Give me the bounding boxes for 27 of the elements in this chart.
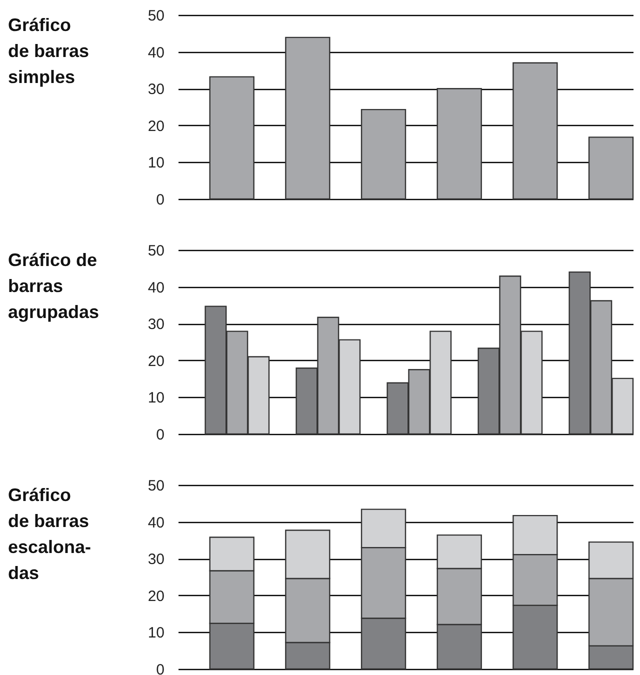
bar xyxy=(436,88,482,200)
y-tick-label: 0 xyxy=(156,192,164,208)
bar xyxy=(512,62,558,200)
y-tick-label: 10 xyxy=(148,624,164,642)
text: Gráfico de barras escalona- das xyxy=(8,485,92,583)
y-tick-label: 30 xyxy=(148,81,164,98)
y-tick-label: 10 xyxy=(148,154,164,172)
bar xyxy=(285,36,330,200)
text: Gráfico de barras simples xyxy=(8,15,90,87)
y-tick-label: 40 xyxy=(148,514,164,532)
y-tick-label: 50 xyxy=(148,242,164,260)
y-tick-label: 40 xyxy=(148,279,164,296)
text: Gráfico de barras agrupadas xyxy=(8,250,100,322)
y-tick-label: 40 xyxy=(148,44,164,62)
y-tick-label: 30 xyxy=(148,551,164,568)
y-tick-label: 20 xyxy=(148,588,164,605)
bar xyxy=(209,76,254,200)
y-tick-label: 30 xyxy=(148,316,164,334)
y-tick-label: 0 xyxy=(156,426,164,444)
y-tick-label: 10 xyxy=(148,390,164,407)
y-tick-label: 50 xyxy=(148,478,164,494)
y-tick-label: 0 xyxy=(156,662,164,675)
y-tick-label: 50 xyxy=(148,8,164,24)
y-tick-label: 20 xyxy=(148,352,164,370)
bar xyxy=(360,108,406,200)
y-tick-label: 20 xyxy=(148,118,164,135)
bar xyxy=(588,136,634,200)
